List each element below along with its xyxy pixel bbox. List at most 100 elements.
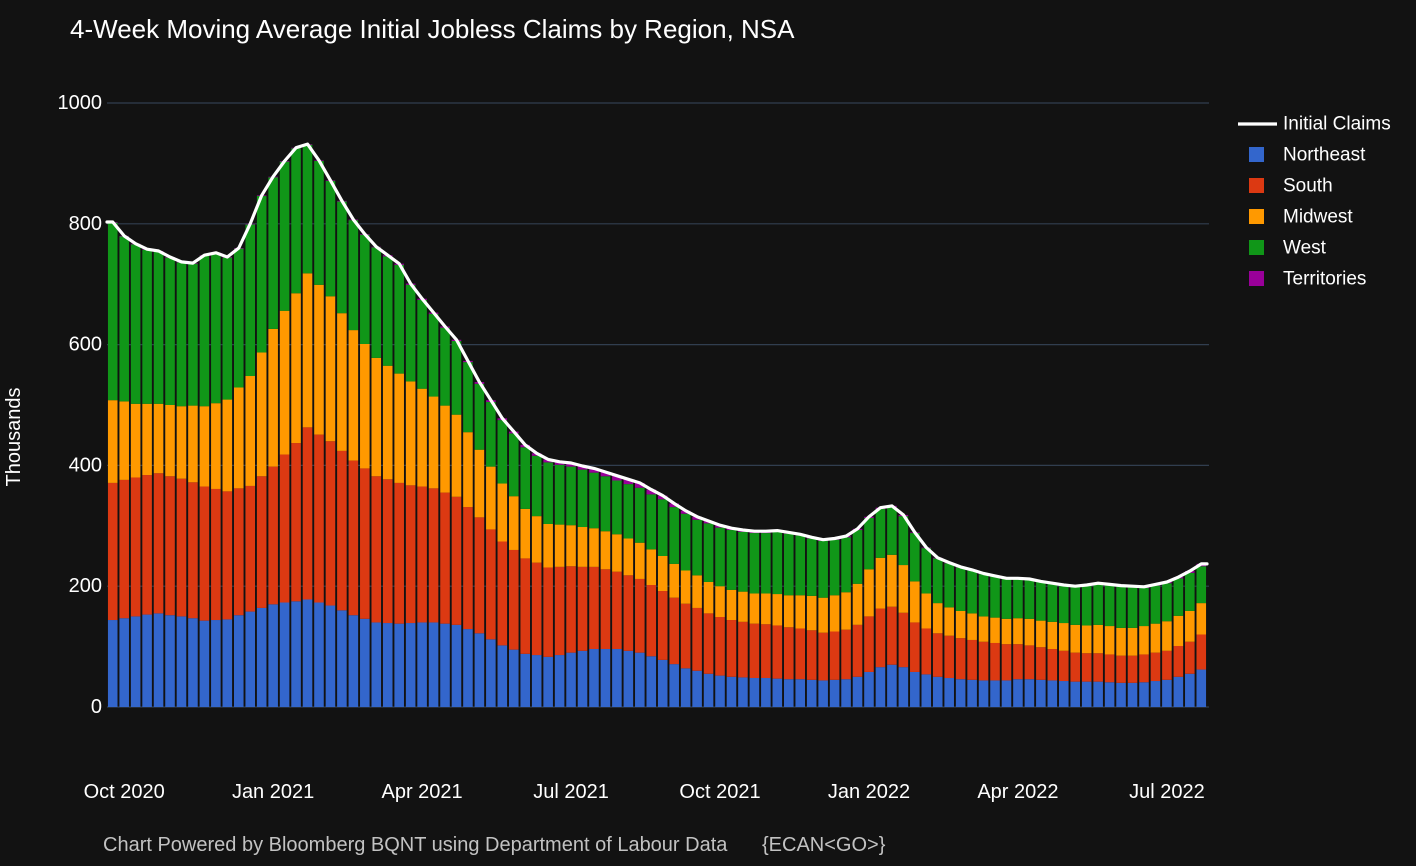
bar-segment-northeast: [921, 674, 932, 707]
bar-segment-west: [497, 420, 508, 484]
bar-segment-west: [967, 570, 977, 614]
bar-segment-midwest: [360, 344, 370, 469]
bar-segment-west: [1116, 586, 1126, 628]
bar-segment-midwest: [211, 403, 221, 489]
bar-segment-south: [1162, 650, 1172, 680]
bar-segment-south: [119, 479, 129, 619]
bar-segment-northeast: [233, 615, 244, 707]
bar-segment-west: [783, 533, 794, 596]
bar-segment-northeast: [394, 623, 404, 707]
bar-segment-west: [291, 148, 301, 294]
bar-segment-west: [428, 313, 439, 397]
bar-segment-northeast: [749, 678, 760, 707]
y-tick-label: 1000: [58, 92, 103, 114]
bar-segment-south: [394, 482, 404, 624]
bar-segment-northeast: [1196, 669, 1207, 707]
bar-segment-northeast: [1150, 681, 1161, 707]
x-tick-label: Jul 2021: [533, 781, 609, 803]
bar-segment-midwest: [761, 593, 771, 625]
legend-item-midwest: Midwest: [1249, 207, 1353, 228]
bar-segment-midwest: [1150, 623, 1161, 653]
bar-segment-west: [486, 401, 496, 467]
bar-segment-south: [1150, 652, 1161, 682]
initial-claims-line: [105, 142, 1209, 589]
bar-segment-northeast: [1047, 680, 1058, 707]
bar-segment-west: [589, 472, 599, 529]
bar-segment-midwest: [382, 365, 393, 480]
bar-segment-west: [738, 531, 748, 592]
legend-item-territories: Territories: [1249, 269, 1366, 290]
legend-item-initial-claims: Initial Claims: [1238, 114, 1391, 135]
bar-segment-midwest: [279, 310, 290, 455]
bar-segment-northeast: [1127, 682, 1138, 707]
bar-segment-west: [635, 487, 645, 543]
bar-segment-midwest: [428, 396, 439, 489]
bar-segment-midwest: [715, 586, 725, 617]
chart-title: 4-Week Moving Average Initial Jobless Cl…: [70, 14, 795, 44]
bar-segment-west: [990, 576, 1000, 618]
bar-segment-west: [657, 499, 668, 556]
bar-segment-west: [955, 567, 966, 611]
bar-segment-west: [211, 253, 221, 404]
bar-segment-south: [1185, 641, 1195, 674]
bar-segment-south: [520, 558, 531, 654]
bar-segment-northeast: [543, 656, 553, 707]
legend-label-south: South: [1283, 176, 1333, 197]
bar-segment-west: [119, 236, 129, 402]
bar-segment-west: [348, 220, 359, 331]
bar-segment-midwest: [233, 387, 244, 489]
bar-segment-midwest: [852, 583, 863, 625]
bar-segment-midwest: [738, 591, 748, 622]
bar-segment-midwest: [772, 594, 783, 626]
bar-segment-south: [680, 603, 691, 669]
bar-segment-west: [818, 540, 828, 598]
bar-segment-south: [887, 606, 897, 665]
bar-segment-south: [302, 427, 313, 600]
bar-segment-northeast: [692, 670, 702, 707]
bar-segment-midwest: [165, 405, 175, 477]
bar-segment-south: [554, 566, 565, 656]
bar-segment-south: [417, 486, 427, 623]
bar-segment-south: [1196, 634, 1207, 670]
bar-segment-south: [635, 578, 645, 653]
bar-segment-midwest: [107, 400, 118, 483]
bar-segment-northeast: [417, 622, 427, 707]
bar-segment-midwest: [119, 401, 129, 480]
bar-segment-south: [669, 597, 679, 665]
bar-segment-south: [325, 441, 336, 606]
bar-segment-west: [761, 533, 771, 594]
bar-segment-south: [211, 488, 221, 621]
bar-segment-west: [165, 257, 175, 405]
bar-segment-midwest: [566, 525, 576, 567]
bar-segment-west: [520, 447, 531, 509]
bar-segment-west: [1013, 578, 1023, 619]
bar-segment-west: [199, 255, 210, 407]
bar-segment-west: [646, 494, 657, 550]
bar-segment-south: [898, 612, 909, 668]
bar-segment-northeast: [130, 616, 141, 707]
bar-segment-west: [692, 519, 702, 576]
bar-segment-south: [543, 567, 553, 657]
bar-segment-south: [657, 591, 668, 660]
bar-segment-northeast: [176, 616, 187, 707]
bar-segment-midwest: [749, 593, 760, 624]
legend-label-midwest: Midwest: [1283, 207, 1353, 228]
bar-segment-midwest: [990, 617, 1000, 643]
bar-segment-northeast: [142, 614, 152, 707]
bar-segment-midwest: [1127, 627, 1138, 656]
bar-segment-west: [852, 530, 863, 584]
bar-segment-west: [417, 299, 427, 389]
bar-segment-midwest: [1058, 623, 1069, 651]
bar-segment-midwest: [543, 523, 553, 568]
bar-segment-south: [1127, 655, 1138, 683]
bar-segment-northeast: [1081, 681, 1092, 707]
x-tick-label: Apr 2022: [977, 781, 1058, 803]
bar-segment-northeast: [1036, 679, 1046, 707]
legend-label-northeast: Northeast: [1283, 145, 1366, 166]
bar-segment-midwest: [818, 597, 828, 633]
bar-segment-midwest: [1001, 618, 1012, 645]
bar-segment-west: [680, 513, 691, 571]
bar-segment-west: [715, 527, 725, 587]
bar-segment-northeast: [772, 678, 783, 707]
stacked-bars: [107, 144, 1207, 707]
